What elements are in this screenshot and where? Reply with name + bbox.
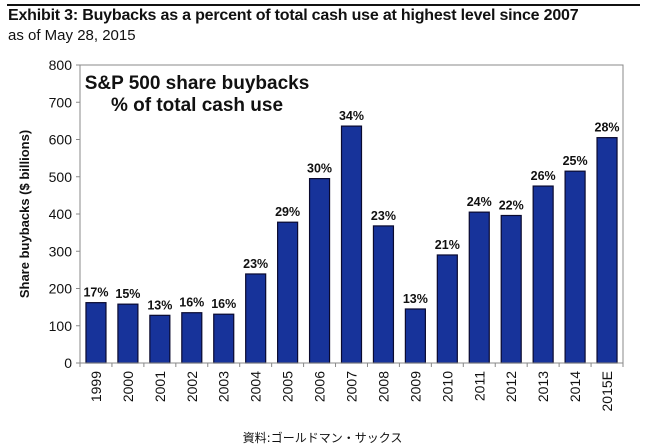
x-tick-label: 2002 (184, 371, 200, 402)
exhibit-title: Exhibit 3: Buybacks as a percent of tota… (8, 7, 579, 24)
chart-subtitle: % of total cash use (111, 95, 283, 116)
x-tick-label: 2010 (439, 371, 455, 402)
y-tick-label: 700 (49, 94, 73, 110)
y-tick-label: 500 (49, 169, 73, 185)
header-rule (7, 4, 640, 6)
bar-data-label: 23% (243, 257, 268, 271)
x-tick-label: 2012 (503, 371, 519, 402)
x-tick-label: 2013 (535, 371, 551, 402)
bar-data-label: 24% (467, 195, 492, 209)
bar-data-label: 28% (595, 121, 620, 135)
bar-data-label: 13% (403, 292, 428, 306)
bar-2015E (596, 137, 618, 364)
x-tick-label: 2003 (216, 371, 232, 402)
bar-2004 (245, 273, 267, 364)
bar-data-label: 15% (115, 287, 140, 301)
bar-data-label: 13% (147, 298, 172, 312)
exhibit-date: as of May 28, 2015 (8, 27, 136, 44)
bar-2007 (340, 125, 363, 364)
bar-data-label: 17% (83, 286, 108, 300)
x-tick-label: 2007 (344, 371, 360, 402)
bar-data-label: 25% (563, 154, 588, 168)
bar-2005 (277, 221, 299, 364)
bar-data-label: 23% (371, 209, 396, 223)
y-tick-label: 600 (49, 132, 73, 148)
x-tick-label: 2011 (471, 371, 487, 401)
x-tick-label: 2001 (152, 371, 168, 402)
x-tick-label: 2015E (599, 371, 615, 411)
bar-2014 (564, 170, 586, 364)
bar-data-label: 29% (275, 205, 300, 219)
x-tick-label: 2004 (248, 371, 264, 402)
bars: 17% 15% 13% 16% 16% 23% 29% 30% 34% 23% 13% 21% 24% 2… (83, 109, 620, 364)
y-tick-label: 300 (49, 243, 73, 259)
y-tick-label: 200 (49, 281, 73, 297)
bar-2009 (404, 308, 426, 364)
bar-2000 (117, 303, 139, 364)
x-tick-label: 2000 (120, 371, 136, 402)
y-axis-label: Share buybacks ($ billions) (17, 130, 32, 298)
chart-title: S&P 500 share buybacks (85, 73, 310, 94)
bar-data-label: 21% (435, 238, 460, 252)
x-tick-label: 2005 (280, 371, 296, 402)
bar-data-label: 30% (307, 162, 332, 176)
x-tick-label: 2008 (375, 371, 391, 402)
x-tick-label: 1999 (88, 371, 104, 402)
bar-2006 (308, 178, 331, 364)
bar-data-label: 34% (339, 109, 364, 123)
y-tick-label: 0 (64, 355, 72, 371)
y-tick-label: 800 (49, 57, 73, 73)
bar-2008 (372, 225, 395, 364)
bar-2001 (149, 314, 171, 364)
bar-1999 (85, 302, 107, 364)
y-tick-label: 100 (49, 318, 73, 334)
bar-2013 (532, 185, 554, 364)
y-axis: 0 100 200 300 400 500 600 700 800 (49, 57, 80, 371)
x-tick-label: 2006 (312, 371, 328, 402)
source-note: 資料:ゴールドマン・サックス (242, 431, 403, 445)
y-tick-label: 400 (49, 206, 73, 222)
bar-2003 (213, 313, 235, 364)
x-tick-label: 2014 (567, 371, 583, 402)
bar-data-label: 16% (211, 297, 236, 311)
bar-2011 (468, 211, 490, 364)
bar-data-label: 22% (499, 198, 524, 212)
x-axis: 1999 2000 2001 2002 2003 2004 2005 2006 2007 2008… (79, 362, 624, 411)
bar-2010 (436, 254, 458, 364)
bar-data-label: 26% (531, 169, 556, 183)
bar-2002 (181, 312, 203, 364)
bar-2012 (500, 214, 522, 364)
bar-data-label: 16% (179, 296, 204, 310)
x-tick-label: 2009 (407, 371, 423, 402)
